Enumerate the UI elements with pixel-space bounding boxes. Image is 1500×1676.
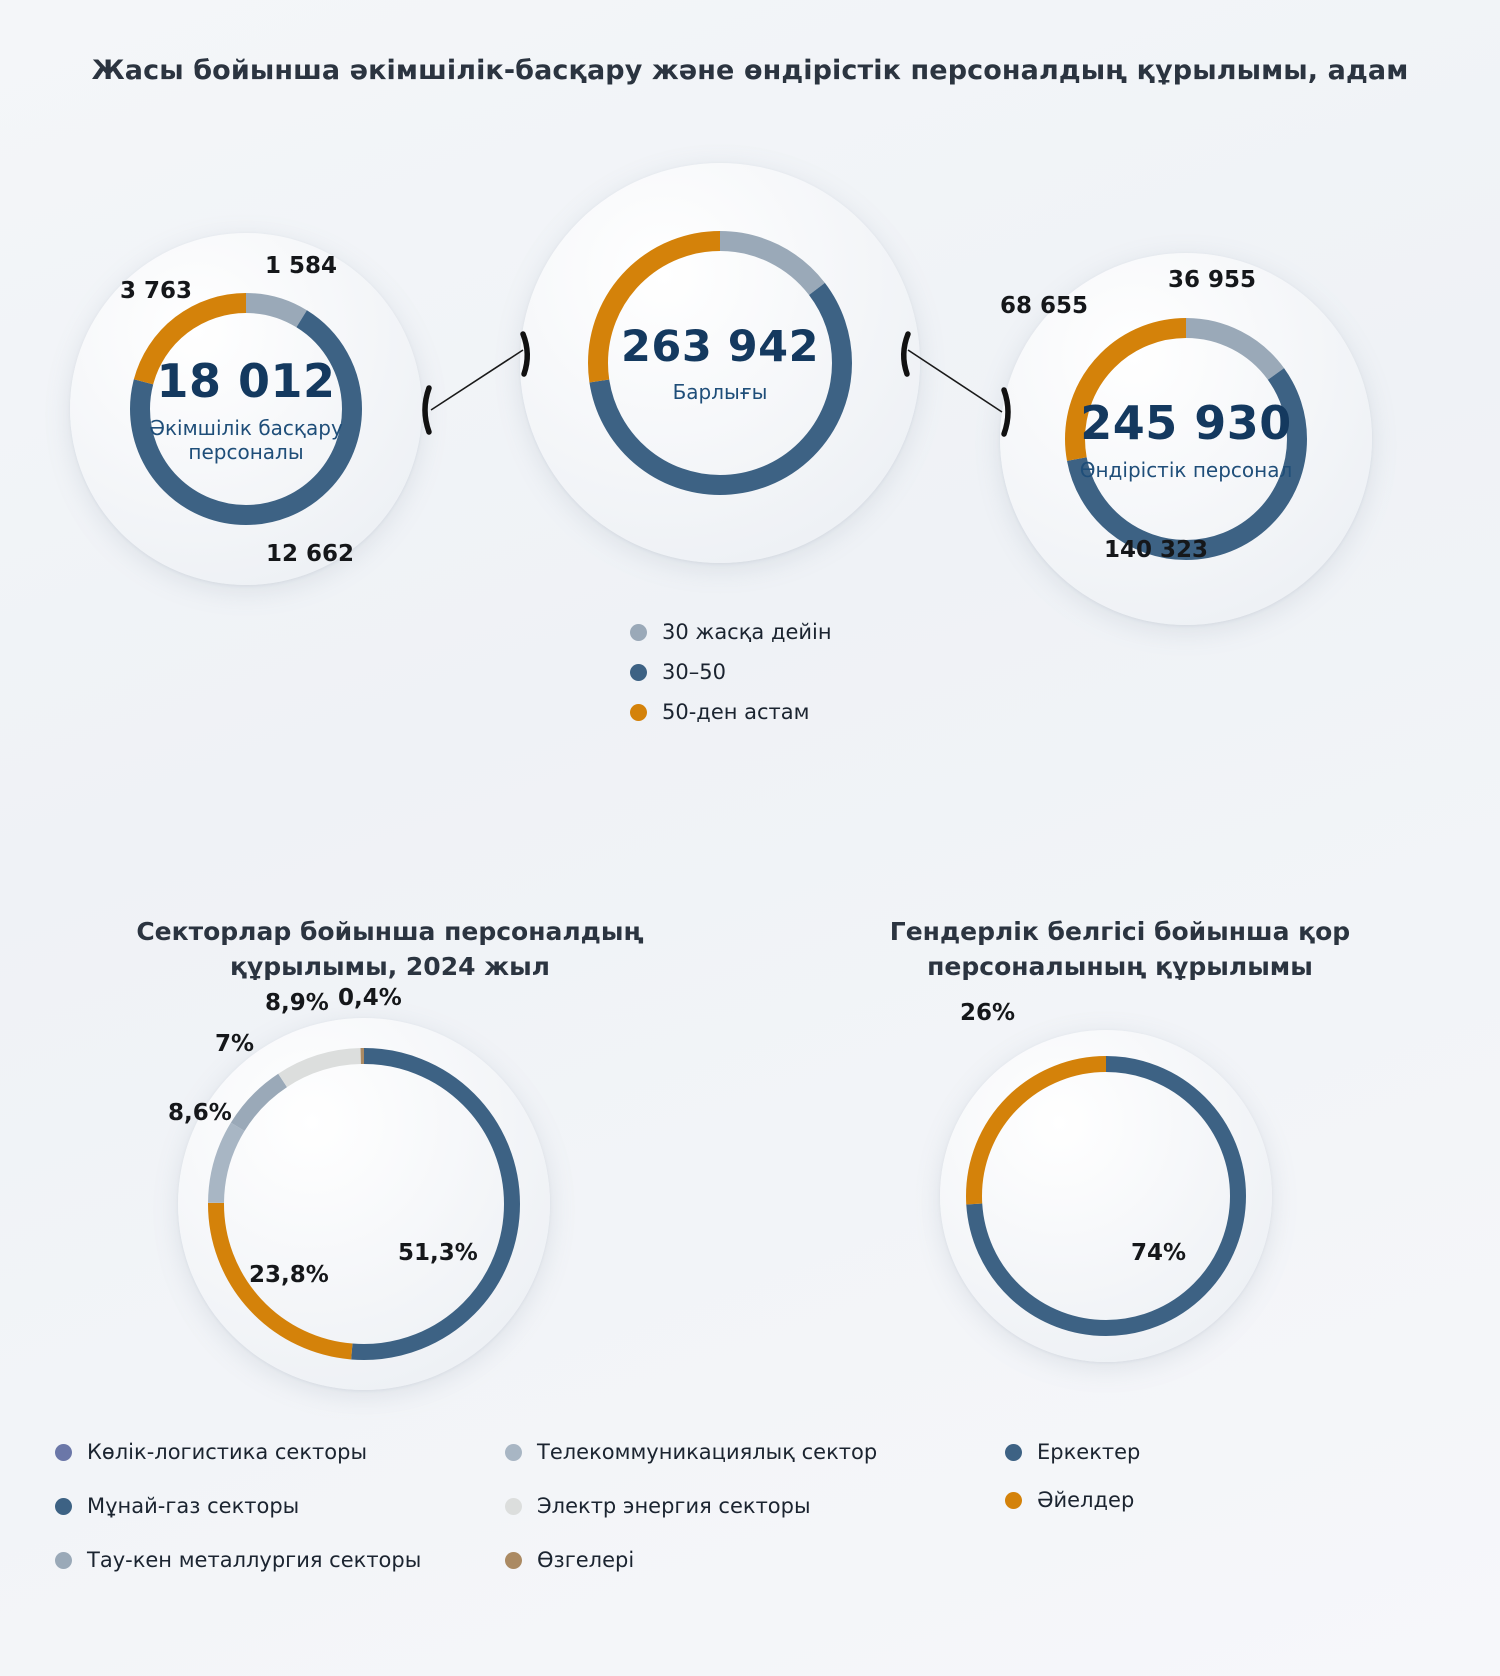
- legend-label: 50-ден астам: [662, 700, 810, 724]
- legend-dot-icon: [630, 623, 647, 641]
- left-donut-plate: [70, 233, 422, 585]
- production-personnel-donut: 245 930 Өндірістік персонал: [1060, 313, 1312, 565]
- legend-item-transport[interactable]: Көлік-логистика секторы: [55, 1440, 421, 1464]
- sectors-donut-plate: [178, 1018, 550, 1390]
- segment-30-50: [588, 231, 852, 495]
- sectors-label-oil-gas: 51,3%: [398, 1240, 478, 1266]
- production-callout-under30: 36 955: [1168, 267, 1257, 293]
- admin-callout-30-50: 12 662: [266, 541, 355, 567]
- sectors-label-mining: 23,8%: [249, 1262, 329, 1288]
- sectors-legend-column-1: Көлік-логистика секторы Мұнай-газ сектор…: [55, 1440, 421, 1602]
- production-callout-30-50: 140 323: [1104, 537, 1209, 563]
- legend-label: Мұнай-газ секторы: [87, 1494, 300, 1518]
- legend-label: Еркектер: [1037, 1440, 1141, 1464]
- legend-item-over50[interactable]: 50-ден астам: [630, 700, 832, 724]
- gender-donut: [960, 1050, 1252, 1342]
- segment-other: [208, 1048, 520, 1360]
- legend-dot-icon: [630, 703, 647, 721]
- legend-item-male[interactable]: Еркектер: [1005, 1440, 1140, 1464]
- sectors-label-telecom: 8,6%: [168, 1100, 232, 1126]
- legend-item-30-50[interactable]: 30–50: [630, 660, 832, 684]
- legend-item-under30[interactable]: 30 жасқа дейін: [630, 620, 832, 644]
- sectors-section-title: Секторлар бойынша персоналдың құрылымы, …: [136, 917, 644, 981]
- gender-section-title: Гендерлік белгісі бойынша қор персоналын…: [889, 917, 1351, 981]
- sectors-donut: [200, 1040, 528, 1368]
- admin-callout-under30: 1 584: [265, 253, 338, 279]
- gender-donut-plate: [940, 1030, 1272, 1362]
- legend-dot-icon: [1005, 1491, 1022, 1509]
- sectors-label-transport: 7%: [215, 1031, 255, 1057]
- sectors-label-electric: 8,9%: [265, 990, 329, 1016]
- sectors-legend-column-2: Телекоммуникациялық сектор Электр энерги…: [505, 1440, 877, 1602]
- legend-item-other[interactable]: Өзгелері: [505, 1548, 877, 1572]
- legend-label: Телекоммуникациялық сектор: [537, 1440, 878, 1464]
- age-legend: 30 жасқа дейін 30–50 50-ден астам: [630, 620, 832, 740]
- total-personnel-donut: 263 942 Барлығы: [580, 223, 860, 503]
- segment-female: [966, 1056, 1246, 1336]
- segment-30-50: [130, 293, 362, 525]
- right-donut-plate: [1000, 253, 1372, 625]
- legend-label: Көлік-логистика секторы: [87, 1440, 368, 1464]
- total-donut-plate: [520, 163, 920, 563]
- legend-label: Әйелдер: [1037, 1488, 1135, 1512]
- legend-label: Тау-кен металлургия секторы: [87, 1548, 422, 1572]
- segment-over50: [588, 231, 852, 495]
- gender-label-male: 74%: [1131, 1240, 1187, 1266]
- segment-mining: [208, 1048, 520, 1360]
- admin-callout-over50: 3 763: [120, 278, 193, 304]
- legend-label: 30 жасқа дейін: [662, 620, 832, 644]
- legend-label: Электр энергия секторы: [537, 1494, 811, 1518]
- segment-30-50: [1065, 318, 1307, 560]
- legend-dot-icon: [505, 1551, 522, 1569]
- legend-item-mining[interactable]: Тау-кен металлургия секторы: [55, 1548, 421, 1572]
- gender-legend: Еркектер Әйелдер: [1005, 1440, 1140, 1536]
- legend-label: Өзгелері: [537, 1548, 635, 1572]
- legend-dot-icon: [55, 1497, 72, 1515]
- gender-label-female: 26%: [960, 1000, 1016, 1026]
- page-title: Жасы бойынша әкімшілік-басқару және өнді…: [91, 55, 1409, 86]
- legend-label: 30–50: [662, 660, 726, 684]
- legend-dot-icon: [55, 1551, 72, 1569]
- production-callout-over50: 68 655: [1000, 293, 1089, 319]
- segment-over50: [130, 293, 362, 525]
- legend-item-electric[interactable]: Электр энергия секторы: [505, 1494, 877, 1518]
- legend-dot-icon: [1005, 1443, 1022, 1461]
- legend-dot-icon: [55, 1443, 72, 1461]
- legend-dot-icon: [505, 1443, 522, 1461]
- legend-item-oil-gas[interactable]: Мұнай-газ секторы: [55, 1494, 421, 1518]
- legend-item-female[interactable]: Әйелдер: [1005, 1488, 1140, 1512]
- legend-item-telecom[interactable]: Телекоммуникациялық сектор: [505, 1440, 877, 1464]
- legend-dot-icon: [630, 663, 647, 681]
- segment-over50: [1065, 318, 1307, 560]
- legend-dot-icon: [505, 1497, 522, 1515]
- sectors-label-other: 0,4%: [338, 985, 402, 1011]
- admin-personnel-donut: 18 012 Әкімшілік басқару персоналы: [125, 288, 367, 530]
